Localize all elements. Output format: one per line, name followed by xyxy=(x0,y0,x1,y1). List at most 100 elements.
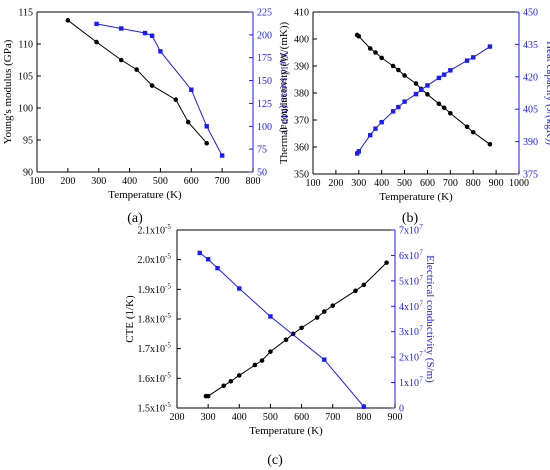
y2-tick-label: 435 xyxy=(523,40,538,51)
data-point xyxy=(419,87,424,92)
data-point xyxy=(94,39,99,45)
data-point xyxy=(290,331,296,337)
data-point xyxy=(322,309,327,314)
data-point xyxy=(464,124,470,130)
y2-tick-exponent: 7 xyxy=(419,376,423,384)
y-tick-exponent: -5 xyxy=(165,401,171,409)
data-point xyxy=(448,110,453,116)
data-point xyxy=(356,149,361,154)
y-axis-label: Thermal conductivity (W/(mK)) xyxy=(278,21,290,164)
y2-tick-label: 390 xyxy=(523,137,538,148)
y-tick-label: 1.9x10 xyxy=(138,285,166,296)
data-point xyxy=(379,119,384,125)
x-tick-label: 1000 xyxy=(509,178,529,189)
data-point xyxy=(236,373,242,378)
y2-tick-label: 50 xyxy=(257,168,267,179)
series-line-right xyxy=(356,46,491,154)
data-point xyxy=(413,91,419,97)
data-point xyxy=(361,404,367,409)
y2-tick-label: 375 xyxy=(523,170,538,181)
x-tick-label: 900 xyxy=(388,412,403,423)
data-point xyxy=(384,260,389,265)
panel-label-a: (a) xyxy=(127,211,143,226)
x-tick-label: 700 xyxy=(215,176,230,187)
data-point xyxy=(436,75,442,81)
data-point xyxy=(441,105,447,111)
y-tick-label: 1.6x10 xyxy=(138,374,166,385)
x-tick-label: 300 xyxy=(351,178,366,189)
y-tick-exponent: -5 xyxy=(165,342,171,350)
data-point xyxy=(373,50,378,55)
data-point xyxy=(205,257,211,262)
data-point xyxy=(268,349,273,354)
data-point xyxy=(142,30,148,36)
y2-tick-label: 150 xyxy=(257,76,272,87)
data-point xyxy=(158,49,163,54)
data-point xyxy=(134,67,139,72)
y2-tick-label: 0 xyxy=(399,404,404,415)
data-point xyxy=(219,153,225,158)
y2-tick-exponent: 7 xyxy=(419,223,423,231)
data-point xyxy=(413,81,419,86)
data-point xyxy=(283,337,289,343)
y2-tick-label: 6x10 xyxy=(399,251,419,262)
y-tick-label: 105 xyxy=(18,72,33,83)
x-tick-label: 800 xyxy=(246,176,261,187)
x-tick-label: 500 xyxy=(153,176,168,187)
data-point xyxy=(185,119,191,125)
x-tick-label: 700 xyxy=(443,178,458,189)
data-point xyxy=(204,124,209,129)
data-point xyxy=(215,265,220,271)
data-point xyxy=(205,393,211,399)
data-point xyxy=(441,72,447,77)
data-point xyxy=(259,358,265,363)
y-tick-exponent: -5 xyxy=(165,223,171,231)
data-point xyxy=(487,44,493,49)
data-point xyxy=(402,99,407,104)
y-tick-label: 2.0x10 xyxy=(138,255,166,266)
y2-tick-label: 125 xyxy=(257,99,272,110)
data-point xyxy=(356,34,362,39)
y2-axis-label: Electrical conductivity (S/m) xyxy=(424,255,436,383)
data-point xyxy=(322,357,327,362)
y-tick-exponent: -5 xyxy=(165,312,171,320)
data-point xyxy=(221,383,227,389)
data-point xyxy=(425,92,430,97)
series-line-right xyxy=(96,23,223,156)
x-tick-label: 600 xyxy=(420,178,435,189)
y-tick-label: 410 xyxy=(294,8,309,19)
y-axis-label: CTE (1/K) xyxy=(124,295,136,343)
data-point xyxy=(268,314,273,319)
y2-tick-label: 200 xyxy=(257,30,272,41)
y2-tick-exponent: 7 xyxy=(419,274,423,282)
y-tick-label: 360 xyxy=(294,143,309,154)
y2-tick-label: 1x10 xyxy=(399,378,419,389)
y2-axis-label: Heat capacity (J/(kgK)) xyxy=(544,41,550,145)
x-axis-label: Temperature (K) xyxy=(249,425,323,437)
y2-tick-exponent: 7 xyxy=(419,350,423,358)
y-tick-label: 400 xyxy=(294,35,309,46)
y-axis-label: Young's modulus (GPa) xyxy=(2,39,14,144)
y2-tick-label: 5x10 xyxy=(399,276,419,287)
x-tick-label: 400 xyxy=(374,178,389,189)
x-tick-label: 600 xyxy=(184,176,199,187)
data-point xyxy=(471,55,476,60)
y-tick-label: 370 xyxy=(294,116,309,127)
data-point xyxy=(367,46,373,51)
data-point xyxy=(252,362,258,368)
panel-label-b: (b) xyxy=(402,211,419,226)
x-tick-label: 500 xyxy=(397,178,412,189)
data-point xyxy=(436,101,442,107)
y2-tick-label: 2x10 xyxy=(399,353,419,364)
data-point xyxy=(65,18,71,23)
y-tick-label: 390 xyxy=(294,62,309,73)
y-tick-label: 110 xyxy=(18,40,33,51)
y-tick-label: 1.7x10 xyxy=(138,344,166,355)
x-tick-label: 200 xyxy=(328,178,343,189)
data-point xyxy=(390,109,396,114)
data-point xyxy=(396,104,401,110)
data-point xyxy=(314,315,320,320)
x-tick-label: 400 xyxy=(122,176,137,187)
data-point xyxy=(118,57,124,63)
